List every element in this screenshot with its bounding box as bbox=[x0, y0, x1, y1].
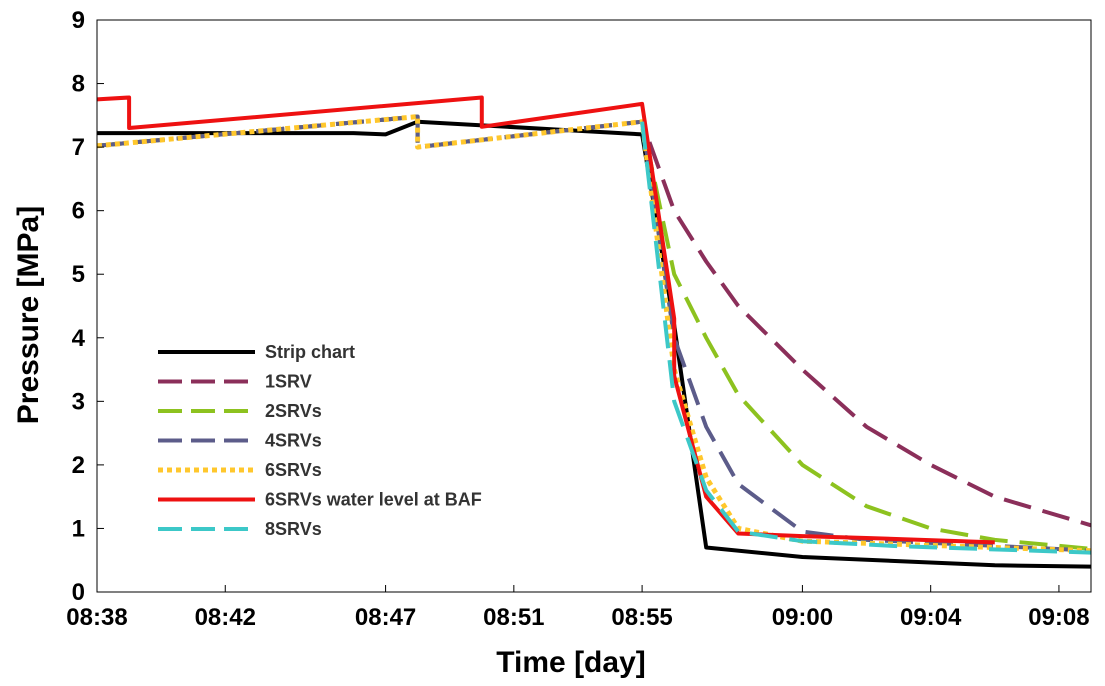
x-tick-label: 08:38 bbox=[66, 604, 127, 631]
y-tick-label: 3 bbox=[72, 388, 85, 415]
y-axis-label: Pressure [MPa] bbox=[12, 206, 45, 424]
series-line-4 bbox=[96, 114, 1092, 553]
x-tick-label: 08:51 bbox=[483, 604, 544, 631]
legend-label-3: 2SRVs bbox=[265, 401, 322, 421]
y-tick-label: 8 bbox=[72, 71, 85, 98]
y-tick-label: 6 bbox=[72, 198, 85, 225]
y-tick-label: 9 bbox=[72, 7, 85, 34]
x-tick-label: 08:42 bbox=[195, 604, 256, 631]
x-tick-label: 08:47 bbox=[355, 604, 416, 631]
y-tick-label: 1 bbox=[72, 515, 85, 542]
x-axis-label: Time [day] bbox=[496, 646, 646, 679]
legend-label-2: 1SRV bbox=[265, 372, 312, 392]
y-tick-label: 0 bbox=[72, 579, 85, 606]
y-tick-label: 5 bbox=[72, 261, 85, 288]
legend-label-6: 6SRVs water level at BAF bbox=[265, 490, 482, 510]
legend-label-1: Strip chart bbox=[265, 342, 355, 362]
y-tick-label: 4 bbox=[72, 325, 86, 352]
series-line-5 bbox=[96, 114, 1092, 554]
x-tick-label: 09:04 bbox=[900, 604, 962, 631]
y-tick-label: 7 bbox=[72, 134, 85, 161]
series-line-7 bbox=[640, 121, 1092, 555]
legend-label-5: 6SRVs bbox=[265, 460, 322, 480]
y-tick-label: 2 bbox=[72, 452, 85, 479]
legend-label-4: 4SRVs bbox=[265, 431, 322, 451]
axes bbox=[96, 19, 1092, 593]
plot-lines bbox=[96, 95, 1092, 569]
ticks: 08:38 08:42 08:47 08:51 08:55 09:00 09:04 09:08… bbox=[66, 7, 1089, 631]
x-tick-label: 09:08 bbox=[1028, 604, 1089, 631]
series-line-6 bbox=[96, 95, 995, 545]
plot-frame bbox=[96, 19, 1092, 593]
x-tick-label: 09:00 bbox=[772, 604, 833, 631]
series-line-3 bbox=[96, 114, 1092, 551]
legend: Strip chart 1SRV 2SRVs 4SRVs 6SRVs 6SRVs wate… bbox=[158, 342, 482, 539]
legend-label-7: 8SRVs bbox=[265, 519, 322, 539]
series-line-2 bbox=[96, 114, 1092, 528]
x-tick-label: 08:55 bbox=[611, 604, 672, 631]
